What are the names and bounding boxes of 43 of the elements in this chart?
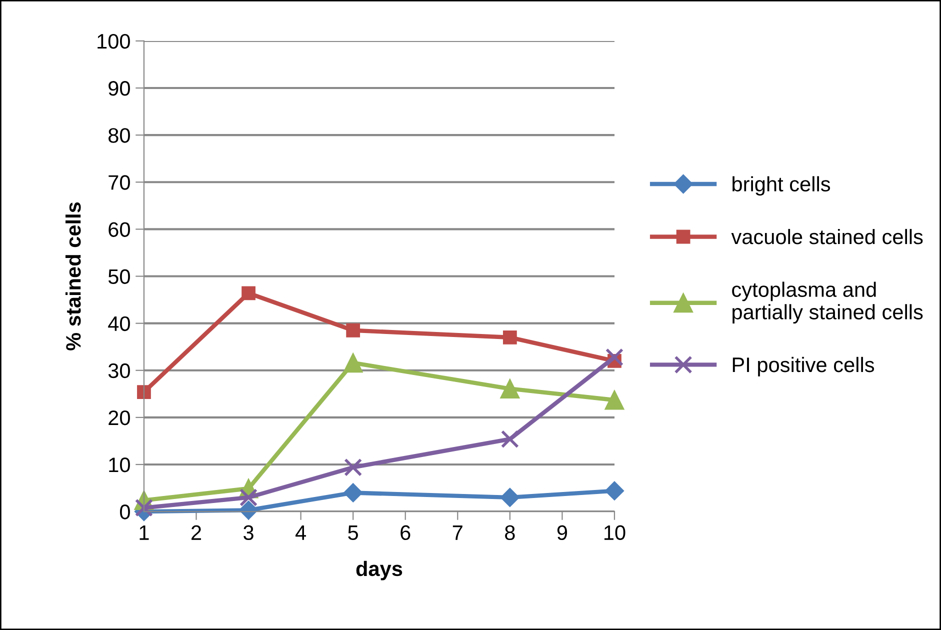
x-tick-label: 2 xyxy=(192,525,201,540)
point xyxy=(502,330,517,344)
y-tick-label: 100 xyxy=(98,34,130,49)
y-tick-label: 10 xyxy=(109,458,130,472)
legend-label: cytoplasma and partially stained cells xyxy=(732,282,923,324)
legend-label: vacuole stained cells xyxy=(731,228,923,244)
point xyxy=(242,286,256,300)
y-tick-label: 90 xyxy=(108,81,130,96)
point xyxy=(604,390,624,410)
x-tick-label: 6 xyxy=(400,525,410,540)
x-axis-title: days xyxy=(356,560,402,580)
y-tick-label: 20 xyxy=(108,410,130,426)
point xyxy=(344,483,363,502)
y-tick-label: 80 xyxy=(108,128,130,143)
x-tick-label: 9 xyxy=(557,525,567,540)
x-tick-label: 8 xyxy=(505,525,515,540)
point xyxy=(137,385,151,399)
legend-label: PI positive cells xyxy=(732,356,874,376)
point xyxy=(238,500,258,520)
y-tick-label: 30 xyxy=(108,363,130,378)
x-tick-label: 3 xyxy=(244,525,254,540)
point xyxy=(343,353,363,373)
point xyxy=(344,458,362,476)
point xyxy=(500,430,519,448)
point xyxy=(500,379,520,398)
point xyxy=(134,498,153,517)
y-tick-label: 70 xyxy=(108,175,130,190)
x-tick-label: 7 xyxy=(452,526,462,540)
y-tick-label: 0 xyxy=(120,504,130,520)
x-tick-label: 5 xyxy=(348,526,358,540)
legend-label: bright cells xyxy=(732,176,830,196)
point xyxy=(500,488,520,507)
x-tick-label: 10 xyxy=(604,525,626,540)
y-tick-label: 60 xyxy=(108,222,130,237)
point xyxy=(240,488,258,506)
point xyxy=(604,481,624,500)
point xyxy=(605,348,624,366)
y-tick-label: 40 xyxy=(108,316,130,332)
y-axis-title: % stained cells xyxy=(65,202,81,350)
y-tick-label: 50 xyxy=(108,269,130,284)
x-tick-label: 1 xyxy=(140,526,149,540)
point xyxy=(346,323,360,338)
x-tick-label: 4 xyxy=(295,526,306,540)
